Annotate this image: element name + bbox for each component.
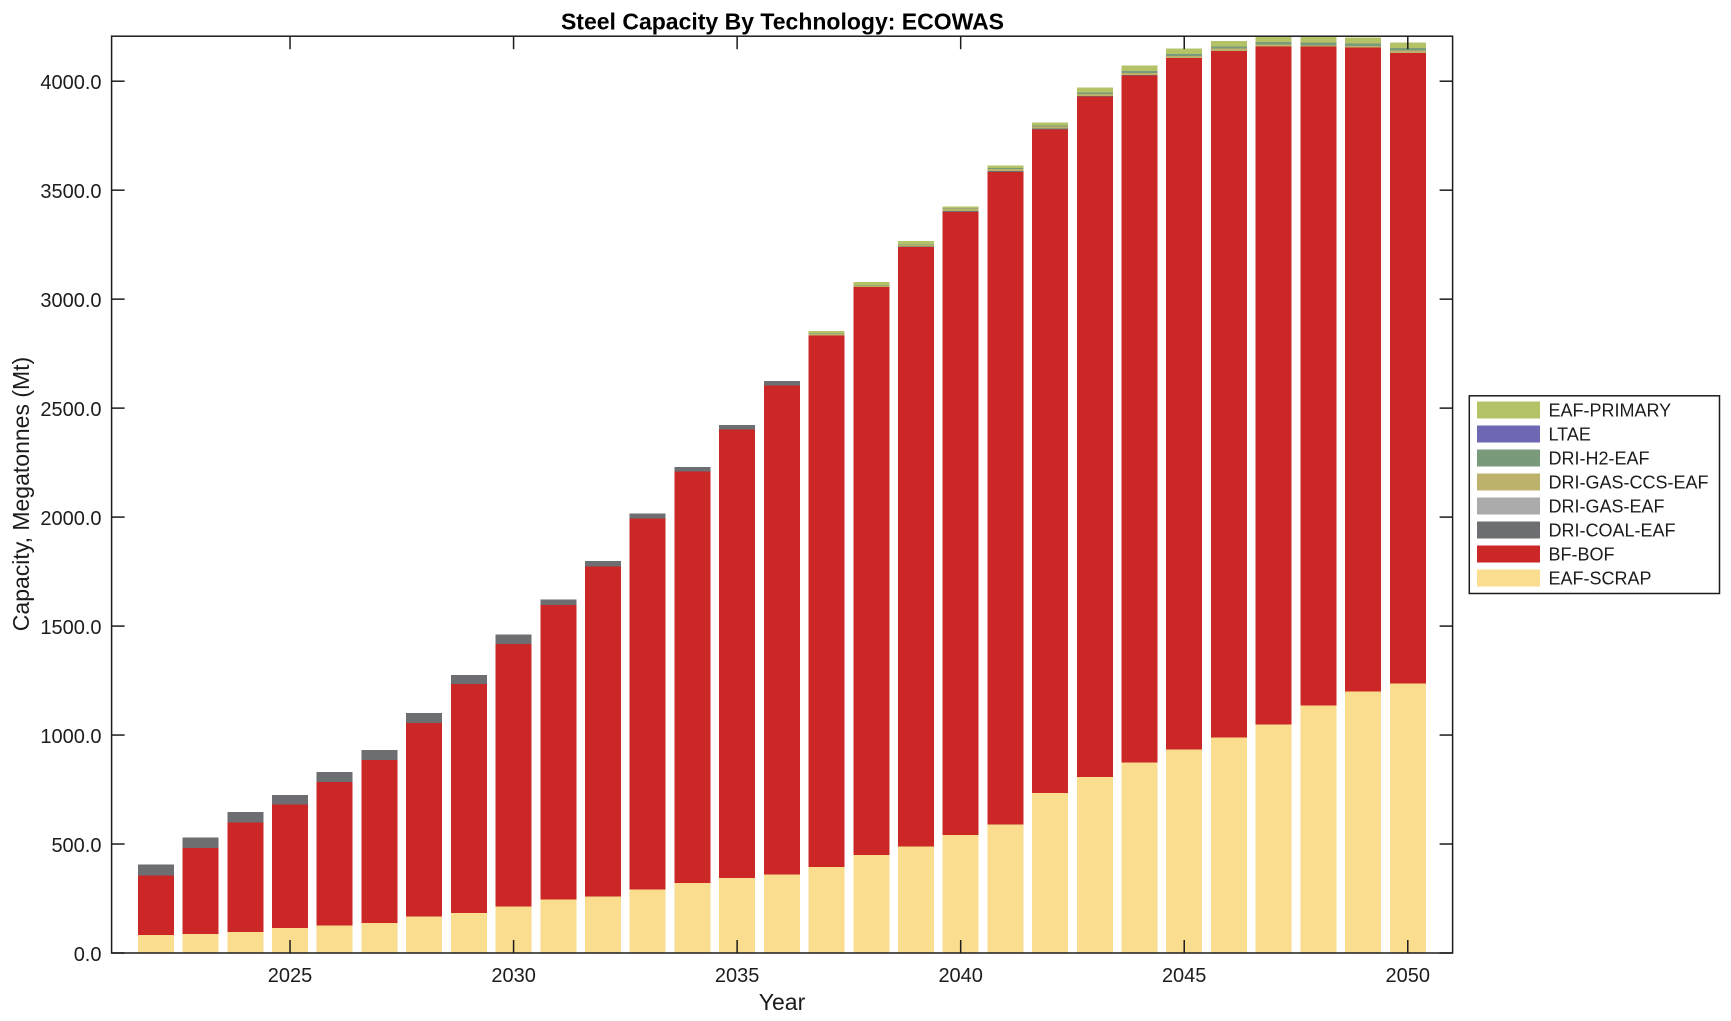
svg-text:LTAE: LTAE [1549,425,1591,445]
svg-text:EAF-SCRAP: EAF-SCRAP [1549,568,1652,588]
svg-text:2030: 2030 [491,965,536,987]
svg-text:1500.0: 1500.0 [40,617,101,639]
svg-text:DRI-COAL-EAF: DRI-COAL-EAF [1549,520,1676,540]
svg-text:Steel Capacity By Technology:: Steel Capacity By Technology: ECOWAS [561,9,1004,35]
svg-text:3500.0: 3500.0 [40,181,101,203]
svg-text:4000.0: 4000.0 [40,72,101,94]
svg-text:500.0: 500.0 [51,835,101,857]
svg-text:EAF-PRIMARY: EAF-PRIMARY [1549,401,1672,421]
svg-text:Capacity, Megatonnes (Mt): Capacity, Megatonnes (Mt) [8,357,34,631]
svg-text:3000.0: 3000.0 [40,290,101,312]
svg-text:2045: 2045 [1162,965,1207,987]
svg-text:2025: 2025 [268,965,313,987]
svg-text:Year: Year [759,989,806,1015]
svg-text:2050: 2050 [1386,965,1431,987]
svg-text:DRI-H2-EAF: DRI-H2-EAF [1549,449,1650,469]
svg-text:2040: 2040 [938,965,983,987]
svg-text:2000.0: 2000.0 [40,508,101,530]
svg-text:2500.0: 2500.0 [40,399,101,421]
svg-text:0.0: 0.0 [74,944,102,966]
svg-text:DRI-GAS-CCS-EAF: DRI-GAS-CCS-EAF [1549,473,1709,493]
svg-text:1000.0: 1000.0 [40,726,101,748]
svg-text:BF-BOF: BF-BOF [1549,544,1615,564]
svg-text:DRI-GAS-EAF: DRI-GAS-EAF [1549,497,1665,517]
svg-text:2035: 2035 [715,965,760,987]
